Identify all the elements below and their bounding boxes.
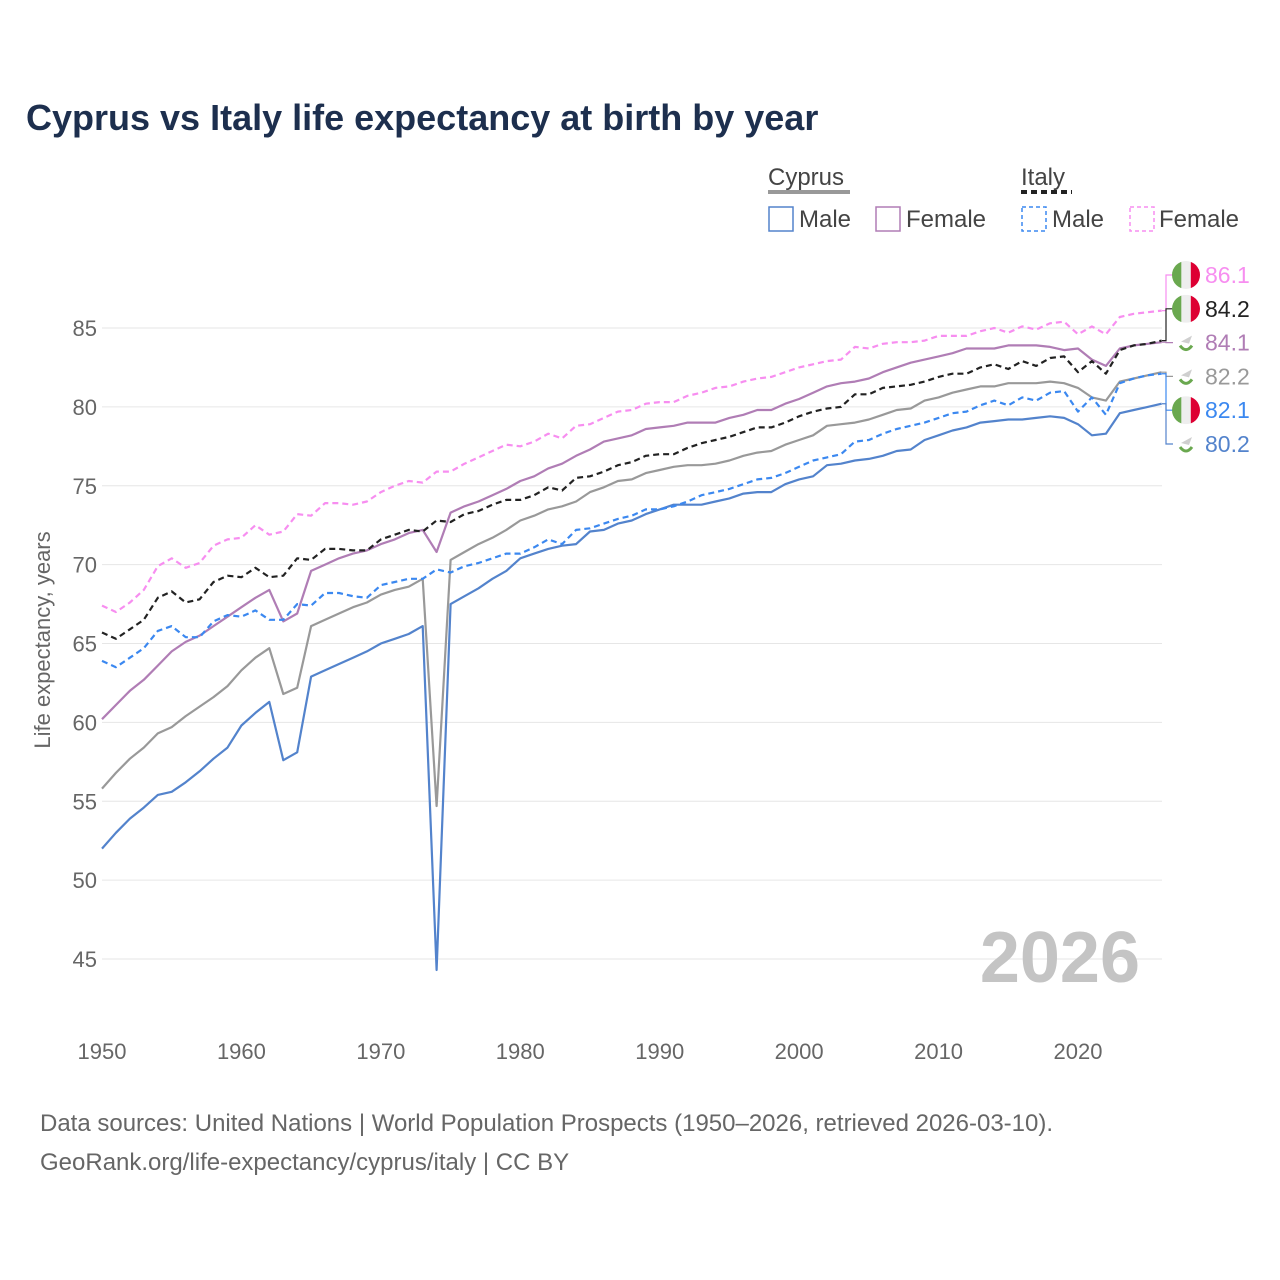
end-label-italy-total: 84.2 bbox=[1205, 296, 1250, 322]
cyprus-flag-icon bbox=[1178, 335, 1194, 352]
legend: Cyprus Male Female Italy Male Female bbox=[768, 164, 1239, 233]
y-tick-label: 50 bbox=[73, 868, 97, 893]
x-tick-label: 2000 bbox=[775, 1039, 824, 1064]
x-tick-label: 2020 bbox=[1054, 1039, 1103, 1064]
grid bbox=[102, 327, 1162, 960]
chart-title: Cyprus vs Italy life expectancy at birth… bbox=[26, 97, 818, 138]
leader-line-italy-male bbox=[1162, 373, 1173, 411]
footer-link[interactable]: GeoRank.org/life-expectancy/cyprus/italy… bbox=[40, 1149, 569, 1176]
x-tick-label: 1990 bbox=[635, 1039, 684, 1064]
x-axis: 1950 1960 1970 1980 1990 2000 2010 2020 bbox=[78, 1039, 1103, 1064]
end-label-italy-female: 86.1 bbox=[1205, 262, 1250, 288]
x-tick-label: 2010 bbox=[914, 1039, 963, 1064]
end-labels: 86.1 84.2 84.1 82.2 82.1 80.2 bbox=[1162, 261, 1250, 457]
y-tick-label: 85 bbox=[73, 316, 97, 341]
end-label-cyprus-male: 80.2 bbox=[1205, 431, 1250, 457]
leader-line-cyprus-male bbox=[1162, 403, 1173, 445]
legend-cyprus-male: Male bbox=[799, 206, 851, 233]
legend-swatch-cyprus-male bbox=[768, 206, 794, 232]
legend-italy-female: Female bbox=[1159, 206, 1239, 233]
leader-line-italy-female bbox=[1162, 274, 1173, 312]
y-axis-label: Life expectancy, years bbox=[30, 531, 55, 748]
x-tick-label: 1970 bbox=[356, 1039, 405, 1064]
footer-sources: Data sources: United Nations | World Pop… bbox=[40, 1110, 1053, 1137]
y-tick-label: 45 bbox=[73, 947, 97, 972]
legend-swatch-italy-female bbox=[1129, 206, 1155, 232]
y-tick-label: 65 bbox=[73, 632, 97, 657]
italy-flag-icon bbox=[1172, 261, 1200, 289]
end-label-cyprus-female: 84.1 bbox=[1205, 330, 1250, 356]
end-label-cyprus-total: 82.2 bbox=[1205, 363, 1250, 389]
y-tick-label: 55 bbox=[73, 789, 97, 814]
y-tick-label: 70 bbox=[73, 553, 97, 578]
x-tick-label: 1980 bbox=[496, 1039, 545, 1064]
series-line-italy-female bbox=[101, 309, 1162, 614]
end-label-italy-male: 82.1 bbox=[1205, 397, 1250, 423]
series-lines bbox=[101, 309, 1162, 972]
year-watermark: 2026 bbox=[980, 918, 1140, 998]
leader-line-italy-total bbox=[1162, 308, 1173, 342]
y-tick-label: 75 bbox=[73, 474, 97, 499]
y-tick-label: 80 bbox=[73, 395, 97, 420]
y-tick-label: 60 bbox=[73, 710, 97, 735]
x-tick-label: 1950 bbox=[78, 1039, 127, 1064]
cyprus-flag-icon bbox=[1178, 369, 1194, 385]
series-line-italy-male bbox=[101, 372, 1162, 669]
italy-flag-icon bbox=[1172, 396, 1200, 425]
legend-swatch-italy-male bbox=[1021, 206, 1047, 232]
legend-cyprus-female: Female bbox=[906, 206, 986, 233]
legend-italy-male: Male bbox=[1052, 206, 1104, 233]
cyprus-flag-icon bbox=[1178, 437, 1194, 453]
series-line-cyprus-total bbox=[101, 371, 1162, 808]
legend-group-italy: Italy bbox=[1021, 164, 1065, 191]
italy-flag-icon bbox=[1172, 294, 1200, 323]
series-line-cyprus-male bbox=[101, 402, 1162, 972]
y-axis: 45 50 55 60 65 70 75 80 85 bbox=[73, 316, 97, 972]
legend-swatch-cyprus-female bbox=[875, 206, 901, 232]
x-tick-label: 1960 bbox=[217, 1039, 266, 1064]
legend-group-cyprus: Cyprus bbox=[768, 164, 844, 191]
series-line-cyprus-female bbox=[101, 341, 1162, 720]
